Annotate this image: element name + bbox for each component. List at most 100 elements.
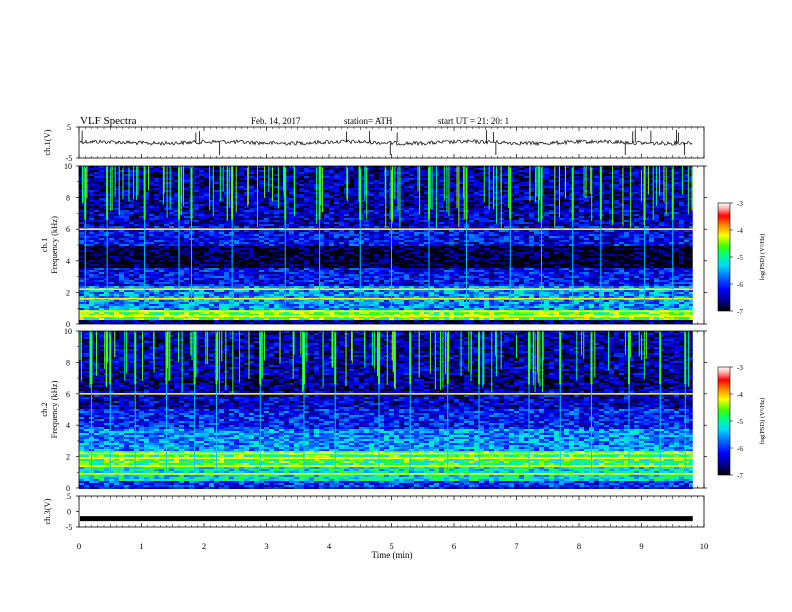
ch1-spectrogram-cell (619, 218, 624, 220)
ch1-spectrogram-cell (264, 214, 269, 216)
ch1-spectrogram-cell (269, 176, 274, 178)
ch1-spectrogram-cell (94, 214, 99, 216)
ch1-spectrogram-cell (519, 196, 524, 198)
ch1-spectrogram-cell (214, 210, 219, 212)
ch1-spectrogram-cell (404, 220, 409, 222)
ch1-spectrogram-cell (334, 240, 339, 242)
ch1-spectrogram-cell (284, 204, 289, 206)
ch1-spectrogram-cell (329, 188, 334, 190)
ch1-spectrogram-cell (544, 200, 549, 202)
ch1-spectrogram-cell (524, 170, 529, 172)
ch1-spectrogram-cell (209, 222, 214, 224)
ch1-spectrogram-cell (494, 234, 499, 236)
ch1-spectrogram-cell (209, 170, 214, 172)
ch1-spectrogram-cell (549, 222, 554, 224)
ch1-spectrogram-cell (169, 236, 174, 238)
ch1-spectrogram-cell (619, 180, 624, 182)
ch1-spectrogram-cell (429, 196, 434, 198)
ch1-spectrogram-cell (594, 224, 599, 226)
ch1-spectrogram-cell (84, 234, 89, 236)
ch1-spectrogram-cell (114, 200, 119, 202)
ch1-spectrogram-cell (574, 208, 579, 210)
ch1-spectrogram-cell (239, 206, 244, 208)
ch1-spectrogram-cell (299, 212, 304, 214)
ch1-spectrogram-cell (619, 182, 624, 184)
ch1-spectrogram-cell (89, 240, 94, 242)
ch1-spectrogram-cell (254, 180, 259, 182)
ch1-spectrogram-cell (109, 198, 114, 200)
ch1-spectrogram-cell (474, 188, 479, 190)
ch1-spectrogram-cell (519, 240, 524, 242)
ch1-spectrogram-cell (334, 212, 339, 214)
ch1-spectrogram-cell (264, 176, 269, 178)
ch1-spectrogram-cell (89, 178, 94, 180)
ch1-spectrogram-cell (144, 176, 149, 178)
ch1-spectrogram-cell (279, 222, 284, 224)
ch1-spectrogram-cell (399, 232, 404, 234)
ch1-spectrogram-cell (349, 190, 354, 192)
ch1-spectrogram-cell (369, 186, 374, 188)
ch1-spectrogram-cell (129, 212, 134, 214)
ch1-spectrogram-cell (154, 192, 159, 194)
ch1-spectrogram-cell (404, 224, 409, 226)
ch1-spectrogram-cell (79, 206, 84, 208)
ch1-spectrogram-cell (564, 180, 569, 182)
ch1-spectrogram-cell (199, 226, 204, 228)
ch1-spectrogram-cell (484, 168, 489, 170)
ch1-spectrogram-cell (534, 212, 539, 214)
ch1-spectrogram-cell (354, 166, 359, 168)
ch1-spectrogram-cell (604, 236, 609, 238)
ch1-spectrogram-cell (109, 202, 114, 204)
ch1-spectrogram-cell (144, 226, 149, 228)
ch1-spectrogram-cell (264, 186, 269, 188)
ch1-spectrogram-cell (99, 182, 104, 184)
ch1-spectrogram-cell (524, 232, 529, 234)
ch1-spectrogram-cell (94, 232, 99, 234)
ch1-spectrogram-cell (584, 198, 589, 200)
ch1-spectrogram-cell (509, 234, 514, 236)
ch1-spectrogram-cell (149, 174, 154, 176)
ch1-spectrogram-cell (159, 192, 164, 194)
ch1-spectrogram-cell (224, 178, 229, 180)
ch1-spectrogram-cell (84, 240, 89, 242)
ch1-spectrogram-cell (494, 224, 499, 226)
ch1-spectrogram-cell (449, 204, 454, 206)
ch1-spectrogram-cell (454, 180, 459, 182)
ch1-spectrogram-cell (194, 176, 199, 178)
ch1-spectrogram-cell (134, 226, 139, 228)
ch1-spectrogram-cell (94, 200, 99, 202)
ch1-spectrogram-cell (654, 238, 659, 240)
ch1-spectrogram-cell (649, 234, 654, 236)
ch1-spectrogram-cell (219, 240, 224, 242)
ch1-spectrogram-cell (604, 178, 609, 180)
ch1-spectrogram-cell (419, 214, 424, 216)
ch1-spectrogram-cell (554, 182, 559, 184)
ch1-spectrogram-cell (684, 166, 689, 168)
ch1-spectrogram-cell (204, 180, 209, 182)
ch1-spectrogram-cell (509, 172, 514, 174)
ch1-spectrogram-cell (544, 176, 549, 178)
ch1-spectrogram-cell (549, 232, 554, 234)
ch1-spectrogram-cell (434, 230, 439, 232)
ch1-spectrogram-cell (684, 226, 689, 228)
ch1-spectrogram-cell (449, 196, 454, 198)
ch1-spectrogram-cell (259, 204, 264, 206)
ch1-spectrogram-cell (639, 208, 644, 210)
ch1-spectrogram-cell (284, 242, 289, 244)
ch1-spectrogram-cell (409, 176, 414, 178)
ch1-spectrogram-cell (374, 214, 379, 216)
ch1-spectrogram-cell (104, 226, 109, 228)
ch1-spectrogram-cell (279, 236, 284, 238)
ch1-spectrogram-cell (264, 206, 269, 208)
ch1-spectrogram-cell (79, 176, 84, 178)
ch1-spectrogram-cell (94, 182, 99, 184)
ch1-spectrogram-cell (514, 220, 519, 222)
ch1-spectrogram-cell (629, 222, 634, 224)
ch1-spectrogram-cell (129, 202, 134, 204)
ch1-spectrogram-cell (379, 190, 384, 192)
ch1-spectrogram-cell (689, 206, 693, 208)
ch1-spectrogram-cell (399, 222, 404, 224)
ch1-spectrogram-cell (394, 168, 399, 170)
ch1-spectrogram-cell (109, 216, 114, 218)
ch1-spectrogram-cell (529, 190, 534, 192)
